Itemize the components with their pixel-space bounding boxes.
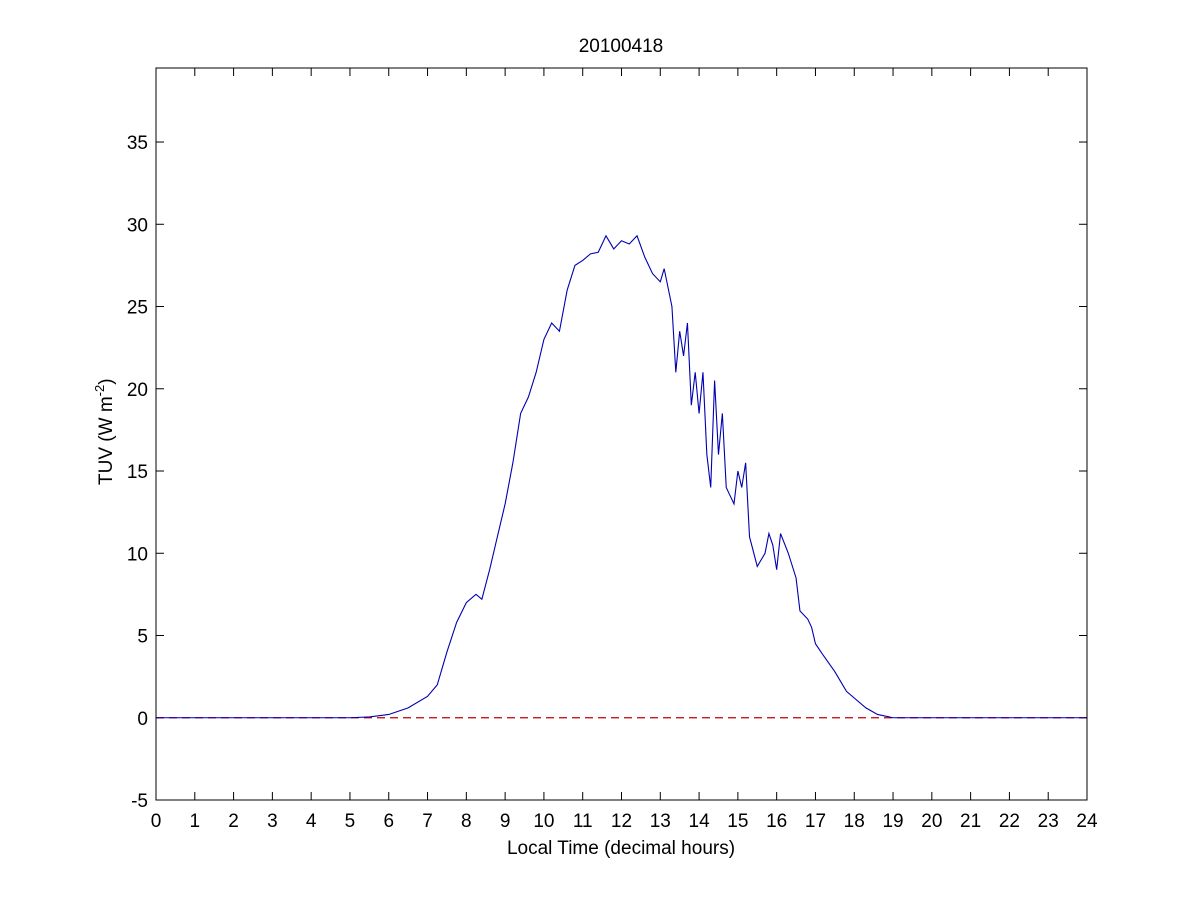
y-tick-label: 25 (127, 298, 148, 319)
y-label-main: TUV (W m-2) (92, 378, 117, 485)
x-tick-label: 19 (882, 811, 903, 832)
y-label-close: ) (96, 378, 117, 384)
x-tick-label: 13 (650, 811, 671, 832)
y-tick-label: 15 (127, 462, 148, 483)
x-tick-label: 6 (383, 811, 394, 832)
x-tick-label: 22 (999, 811, 1020, 832)
y-tick-label: 10 (127, 544, 148, 565)
x-tick-label: 12 (611, 811, 632, 832)
x-tick-label: 11 (573, 811, 593, 832)
plot-frame (155, 67, 1088, 801)
x-tick-label: 4 (306, 811, 317, 832)
x-tick-label: 3 (267, 811, 278, 832)
x-tick-label: 17 (805, 811, 826, 832)
x-tick-label: 1 (190, 811, 201, 832)
y-tick-label: -5 (131, 791, 148, 812)
y-tick-label: 35 (127, 133, 148, 154)
x-tick-label: 20 (921, 811, 942, 832)
x-tick-label: 7 (422, 811, 433, 832)
y-label-sup: -2 (92, 385, 107, 397)
x-tick-label: 2 (228, 811, 239, 832)
x-tick-label: 23 (1038, 811, 1059, 832)
x-tick-label: 14 (689, 811, 711, 832)
chart-title: 20100418 (579, 36, 664, 57)
x-tick-label: 0 (151, 811, 162, 832)
data-line (156, 234, 1087, 719)
y-tick-label: 20 (127, 380, 148, 401)
y-tick-label: 0 (137, 709, 148, 730)
x-tick-label: 15 (727, 811, 748, 832)
y-axis-label: TUV (W m-2) (92, 378, 117, 485)
y-tick-label: 30 (127, 215, 148, 236)
x-tick-label: 9 (500, 811, 511, 832)
y-tick-label: 5 (137, 627, 148, 648)
x-tick-label: 5 (345, 811, 356, 832)
x-tick-label: 10 (533, 811, 554, 832)
x-tick-label: 24 (1076, 811, 1098, 832)
x-tick-label: 8 (461, 811, 472, 832)
x-axis-label: Local Time (decimal hours) (507, 838, 735, 859)
y-label-text: TUV (W m (96, 396, 117, 485)
x-tick-label: 21 (960, 811, 981, 832)
x-tick-label: 18 (844, 811, 865, 832)
x-tick-label: 16 (766, 811, 787, 832)
